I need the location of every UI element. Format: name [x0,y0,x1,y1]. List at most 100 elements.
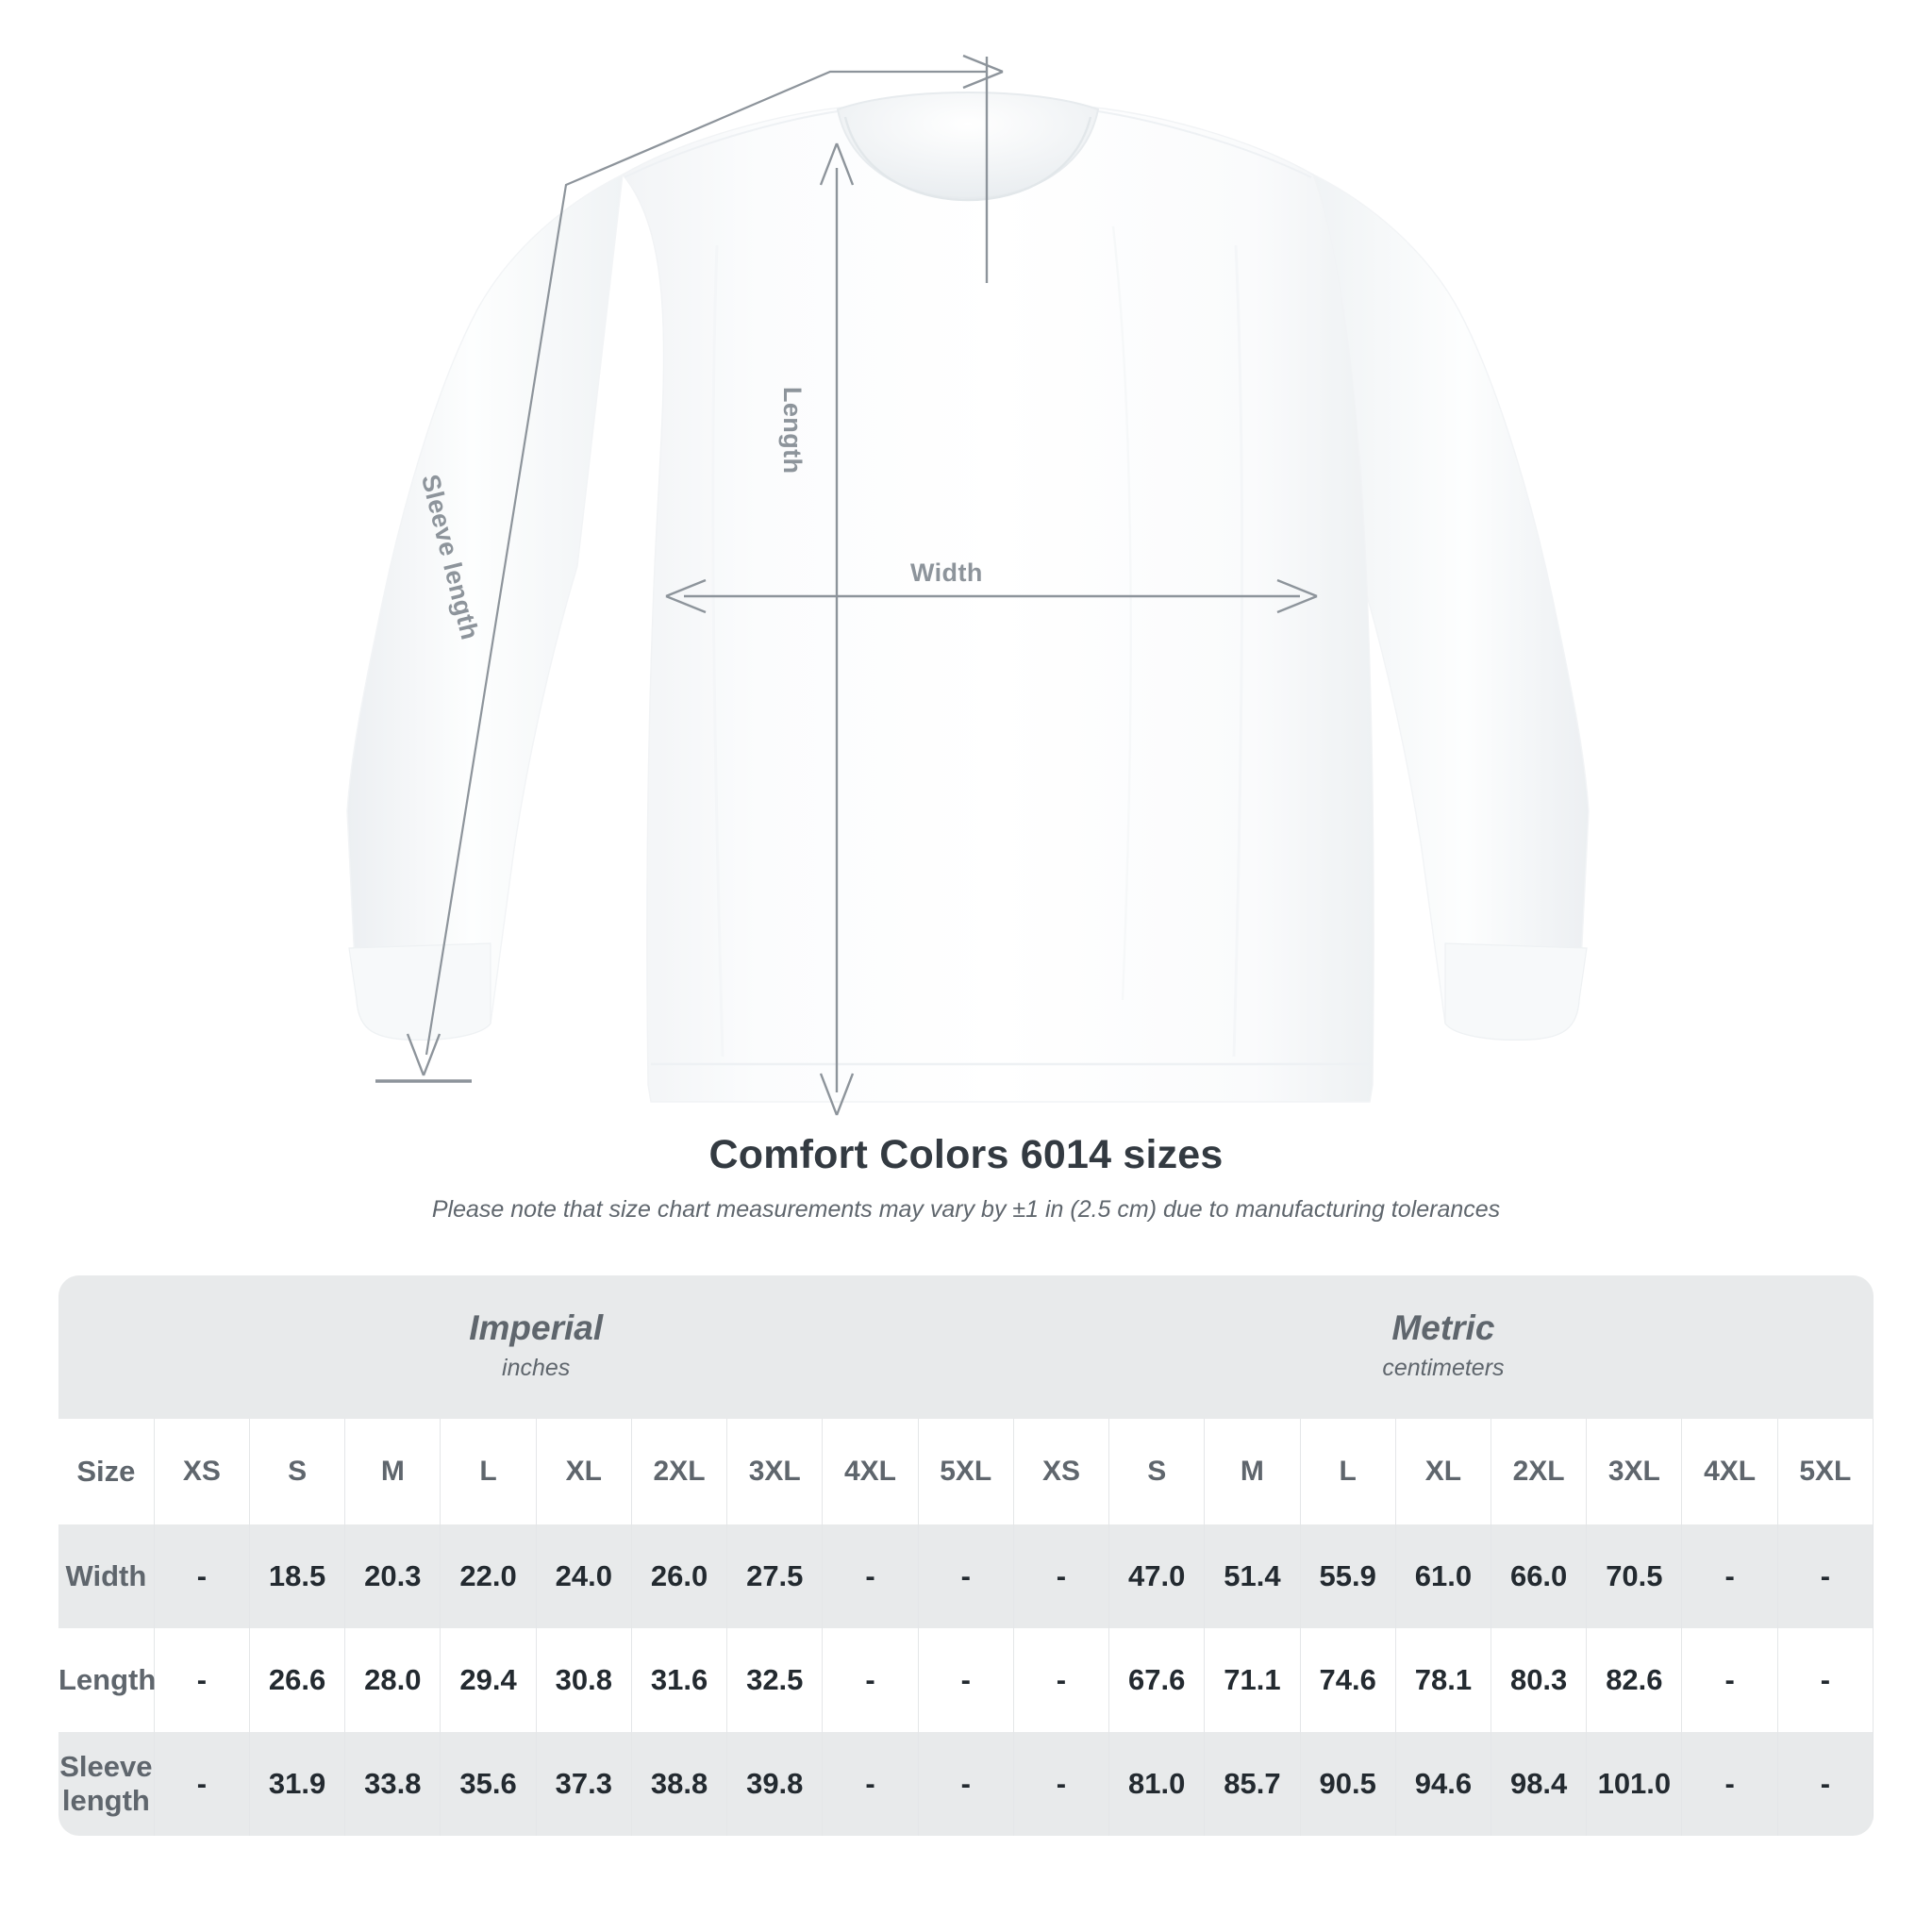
cell-imperial-xs: - [154,1524,250,1628]
unit-system-unit: inches [502,1355,571,1381]
table-row: Sleeve length -31.9 33.8 35.6 37.3 38.8 39.8- -… [58,1732,1874,1836]
cell-metric-l: 90.5 [1300,1732,1396,1836]
cell-imperial-xl: 24.0 [536,1524,632,1628]
cell-imperial-s: 26.6 [249,1628,346,1732]
cell-metric-3xl: 82.6 [1586,1628,1683,1732]
cell-metric-5xl: - [1777,1628,1874,1732]
right-cuff [1444,942,1588,1041]
cell-metric-xl: 78.1 [1395,1628,1492,1732]
size-header-imperial-m: M [344,1419,441,1524]
size-header-metric-xs: XS [1013,1419,1110,1524]
cell-imperial-2xl: 38.8 [631,1732,728,1836]
collar-inner-seam [843,116,1092,202]
cell-imperial-5xl: - [918,1524,1014,1628]
cell-metric-2xl: 80.3 [1491,1628,1588,1732]
cell-metric-s: 67.6 [1108,1628,1206,1732]
fold-right [1232,244,1244,1058]
cell-imperial-5xl: - [918,1732,1014,1836]
unit-cell-metric: Metric centimeters [1013,1275,1874,1419]
cell-metric-4xl: - [1681,1628,1778,1732]
cell-metric-xl: 61.0 [1395,1524,1492,1628]
cell-imperial-5xl: - [918,1628,1014,1732]
cell-metric-l: 55.9 [1300,1524,1396,1628]
size-header-metric-2xl: 2XL [1491,1419,1588,1524]
size-table-body: Width -18.5 20.3 22.0 24.0 26.0 27.5- - -47.0 51.… [58,1524,1874,1836]
cell-metric-xl: 94.6 [1395,1732,1492,1836]
page-title: Comfort Colors 6014 sizes [708,1132,1224,1177]
sleeve-measure-path [425,70,986,1056]
length-arrow-bottom [819,1073,855,1116]
right-shoulder-seam [1084,108,1312,178]
right-sleeve [1312,173,1590,1041]
cell-imperial-l: 22.0 [440,1524,537,1628]
row-label-sleeve-length: Sleeve length [58,1732,155,1836]
shirt-illustration [346,54,1590,1116]
width-arrow-right [1276,578,1318,614]
cell-metric-3xl: 70.5 [1586,1524,1683,1628]
cell-metric-m: 71.1 [1204,1628,1301,1732]
cell-imperial-xl: 30.8 [536,1628,632,1732]
cell-imperial-s: 31.9 [249,1732,346,1836]
cell-metric-3xl: 101.0 [1586,1732,1683,1836]
size-table-container: Imperial inches Metric centimeters Size … [58,1275,1874,1836]
cell-imperial-xs: - [154,1628,250,1732]
cell-imperial-m: 33.8 [344,1732,441,1836]
cell-imperial-4xl: - [822,1628,919,1732]
unit-system-unit: centimeters [1382,1355,1505,1381]
size-header-imperial-3xl: 3XL [726,1419,824,1524]
cell-metric-m: 85.7 [1204,1732,1301,1836]
row-label-length: Length [58,1628,156,1732]
cell-metric-5xl: - [1777,1732,1874,1836]
size-header-metric-4xl: 4XL [1681,1419,1778,1524]
cell-imperial-3xl: 39.8 [726,1732,824,1836]
table-row: Length -26.6 28.0 29.4 30.8 31.6 32.5- - -67.6 71… [58,1628,1874,1732]
cell-imperial-2xl: 26.0 [631,1524,728,1628]
cell-metric-xs: - [1013,1628,1110,1732]
sleeve-arrow-top [962,54,1004,90]
cell-imperial-4xl: - [822,1524,919,1628]
cell-imperial-xs: - [154,1732,250,1836]
size-header-metric-m: M [1204,1419,1301,1524]
unit-system-name: Imperial [469,1308,604,1347]
cell-metric-m: 51.4 [1204,1524,1301,1628]
cell-metric-xs: - [1013,1732,1110,1836]
cell-imperial-4xl: - [822,1732,919,1836]
unit-system-name: Metric [1391,1308,1495,1347]
size-header-metric-3xl: 3XL [1586,1419,1683,1524]
garment-diagram: Length Width Sleeve length [346,54,1590,1116]
cell-imperial-m: 28.0 [344,1628,441,1732]
cell-metric-4xl: - [1681,1732,1778,1836]
sleeve-arrow-bottom [406,1033,441,1076]
left-cuff [348,942,491,1041]
row-label-width: Width [58,1524,155,1628]
cell-metric-4xl: - [1681,1524,1778,1628]
length-dimension-label: Length [778,387,807,475]
shirt-body [621,106,1374,1103]
cell-metric-5xl: - [1777,1524,1874,1628]
cell-imperial-l: 29.4 [440,1628,537,1732]
fold-center [1111,225,1132,1001]
unit-system-row: Imperial inches Metric centimeters [58,1275,1874,1419]
cell-metric-l: 74.6 [1300,1628,1396,1732]
size-header-label: Size [58,1419,155,1524]
size-header-row: Size XS S M L XL 2XL 3XL 4XL 5XL XS S M L XL 2XL 3XL 4XL… [58,1419,1874,1524]
width-dimension-label: Width [910,558,983,587]
size-header-imperial-l: L [440,1419,537,1524]
size-header-metric-xl: XL [1395,1419,1492,1524]
cell-imperial-3xl: 27.5 [726,1524,824,1628]
size-header-imperial-s: S [249,1419,346,1524]
cell-metric-2xl: 98.4 [1491,1732,1588,1836]
length-arrow-top [819,142,855,186]
size-header-imperial-4xl: 4XL [822,1419,919,1524]
size-header-imperial-5xl: 5XL [918,1419,1014,1524]
size-header-metric-5xl: 5XL [1777,1419,1874,1524]
left-sleeve [346,173,624,1041]
cell-imperial-m: 20.3 [344,1524,441,1628]
size-header-metric-s: S [1108,1419,1206,1524]
tolerance-note: Please note that size chart measurements… [431,1196,1501,1223]
title-block: Comfort Colors 6014 sizes Please note th… [0,1132,1932,1224]
cell-metric-s: 47.0 [1108,1524,1206,1628]
cell-imperial-s: 18.5 [249,1524,346,1628]
width-arrow-left [665,578,707,614]
